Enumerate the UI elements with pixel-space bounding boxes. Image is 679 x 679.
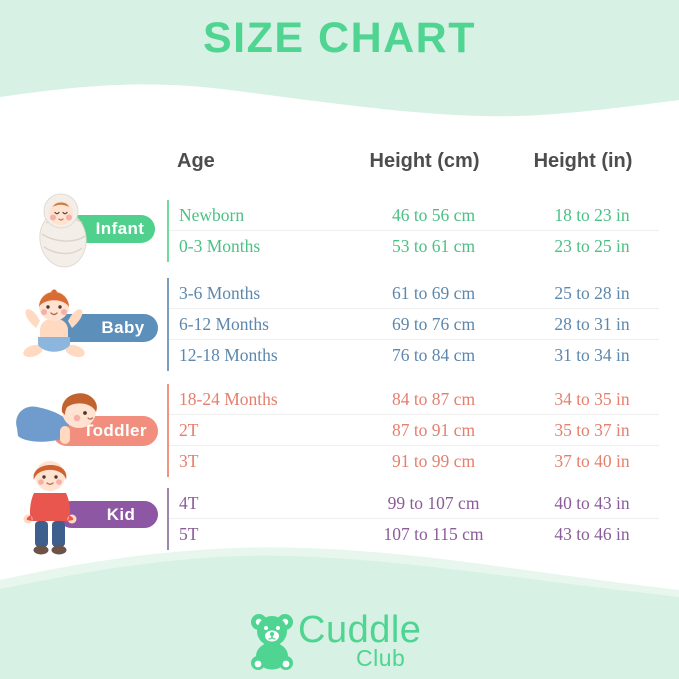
cell-height-in: 37 to 40 in	[554, 451, 630, 471]
cell-height-in: 34 to 35 in	[554, 388, 630, 409]
table-row: 3-6 Months 61 to 69 cm 25 to 28 in	[169, 278, 659, 309]
table-row: Newborn 46 to 56 cm 18 to 23 in	[169, 200, 659, 231]
table-row: 0-3 Months 53 to 61 cm 23 to 25 in	[169, 231, 659, 262]
cell-height-in: 25 to 28 in	[554, 282, 630, 303]
section-toddler: 18-24 Months 84 to 87 cm 34 to 35 in 2T …	[167, 384, 659, 477]
size-table: Newborn 46 to 56 cm 18 to 23 in 0-3 Mont…	[167, 200, 659, 550]
cell-height-in: 18 to 23 in	[554, 204, 630, 225]
cell-height-in: 40 to 43 in	[554, 492, 630, 513]
table-row: 18-24 Months 84 to 87 cm 34 to 35 in	[169, 384, 659, 415]
section-infant: Newborn 46 to 56 cm 18 to 23 in 0-3 Mont…	[167, 200, 659, 262]
cell-age: 6-12 Months	[179, 313, 269, 334]
group-pill-label: Kid	[106, 504, 136, 524]
cell-age: 5T	[179, 524, 199, 544]
cell-age: 12-18 Months	[179, 345, 278, 365]
table-row: 5T 107 to 115 cm 43 to 46 in	[169, 519, 659, 550]
cell-age: 4T	[179, 492, 199, 513]
standing-kid-illustration	[23, 461, 77, 555]
column-header-age: Age	[177, 150, 215, 172]
column-header-height-cm: Height (cm)	[369, 150, 480, 172]
cell-height-cm: 84 to 87 cm	[391, 388, 476, 409]
cell-height-in: 31 to 34 in	[554, 345, 630, 365]
cell-height-cm: 91 to 99 cm	[391, 451, 476, 471]
cell-height-in: 28 to 31 in	[554, 313, 630, 334]
cell-age: 3-6 Months	[179, 282, 261, 303]
table-row: 12-18 Months 76 to 84 cm 31 to 34 in	[169, 340, 659, 371]
brand-subname: Club	[356, 645, 406, 671]
cell-height-cm: 69 to 76 cm	[391, 313, 476, 334]
group-pill-label: Baby	[101, 318, 145, 337]
column-header-height-in: Height (in)	[533, 150, 633, 172]
page-title: SIZE CHART	[203, 14, 476, 62]
cell-age: 3T	[179, 451, 199, 471]
cell-height-cm: 87 to 91 cm	[391, 419, 476, 440]
group-pill-kid: Kid	[58, 501, 158, 528]
table-row: 6-12 Months 69 to 76 cm 28 to 31 in	[169, 309, 659, 340]
cell-height-in: 35 to 37 in	[554, 419, 630, 440]
cell-height-cm: 46 to 56 cm	[391, 204, 476, 225]
table-header: Age Height (cm) Height (in)	[167, 150, 659, 173]
cell-height-cm: 107 to 115 cm	[383, 524, 484, 544]
crawling-toddler-illustration	[16, 393, 97, 444]
sitting-baby-illustration	[23, 289, 85, 358]
table-row: 3T 91 to 99 cm 37 to 40 in	[169, 446, 659, 477]
table-row: 2T 87 to 91 cm 35 to 37 in	[169, 415, 659, 446]
brand-name: Cuddle	[298, 609, 422, 651]
cell-age: Newborn	[179, 204, 245, 225]
group-pill-label: Toddler	[83, 421, 147, 440]
section-baby: 3-6 Months 61 to 69 cm 25 to 28 in 6-12 …	[167, 278, 659, 371]
swaddled-infant-illustration	[39, 193, 87, 268]
cell-height-in: 43 to 46 in	[554, 524, 630, 544]
teddy-bear-icon	[251, 614, 293, 670]
group-pill-label: Infant	[95, 219, 145, 238]
table-row: 4T 99 to 107 cm 40 to 43 in	[169, 488, 659, 519]
section-kid: 4T 99 to 107 cm 40 to 43 in 5T 107 to 11…	[167, 488, 659, 550]
cell-age: 18-24 Months	[179, 388, 278, 409]
cell-age: 0-3 Months	[179, 236, 261, 256]
cell-height-cm: 61 to 69 cm	[391, 282, 476, 303]
cell-height-cm: 76 to 84 cm	[391, 345, 476, 365]
cell-height-cm: 53 to 61 cm	[391, 236, 476, 256]
cell-height-in: 23 to 25 in	[554, 236, 630, 256]
cell-age: 2T	[179, 419, 199, 440]
cell-height-cm: 99 to 107 cm	[387, 492, 480, 513]
